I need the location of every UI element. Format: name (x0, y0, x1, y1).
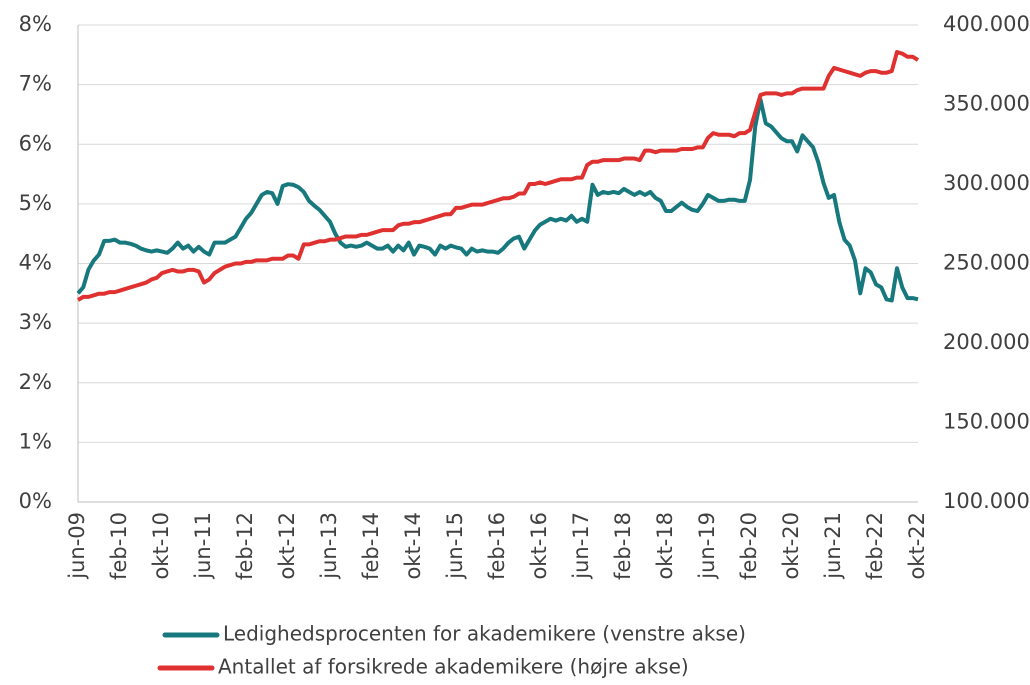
x-tick-label: feb-22 (863, 512, 887, 580)
y-tick-label: 3% (19, 310, 52, 334)
y-tick-label: 2% (19, 370, 52, 394)
y-tick-label: 6% (19, 131, 52, 155)
x-tick-label: okt-10 (149, 512, 173, 580)
x-tick-label: okt-14 (401, 512, 425, 580)
y-tick-label: 1% (19, 429, 52, 453)
y2-tick-label: 350.000 (943, 92, 1030, 116)
x-tick-label: jun-15 (443, 512, 467, 580)
x-tick-label: feb-14 (359, 512, 383, 580)
x-tick-label: okt-22 (905, 512, 929, 580)
legend-label: Antallet af forsikrede akademikere (højr… (218, 655, 689, 679)
x-tick-label: feb-12 (233, 512, 257, 580)
y2-tick-label: 300.000 (943, 171, 1030, 195)
x-tick-label: okt-12 (275, 512, 299, 580)
y2-tick-label: 150.000 (943, 410, 1030, 434)
x-tick-label: okt-16 (527, 512, 551, 580)
y2-tick-label: 250.000 (943, 251, 1030, 275)
y-tick-label: 5% (19, 191, 52, 215)
x-tick-label: feb-10 (107, 512, 131, 580)
x-tick-label: okt-20 (779, 512, 803, 580)
y-tick-label: 7% (19, 72, 52, 96)
x-tick-label: jun-11 (191, 512, 215, 580)
y-tick-label: 0% (19, 489, 52, 513)
x-tick-label: jun-19 (695, 512, 719, 580)
x-tick-label: okt-18 (653, 512, 677, 580)
series-line (76, 97, 919, 303)
y2-tick-label: 400.000 (943, 12, 1030, 36)
legend-label: Ledighedsprocenten for akademikere (vens… (223, 622, 746, 646)
y-tick-label: 8% (19, 12, 52, 36)
y2-tick-label: 100.000 (943, 489, 1030, 513)
x-tick-label: jun-09 (65, 512, 89, 580)
y2-tick-label: 200.000 (943, 330, 1030, 354)
x-tick-label: jun-21 (821, 512, 845, 580)
x-tick-label: jun-17 (569, 512, 593, 580)
x-tick-label: feb-18 (611, 512, 635, 580)
x-tick-label: jun-13 (317, 512, 341, 580)
y-tick-label: 4% (19, 251, 52, 275)
x-tick-label: feb-20 (737, 512, 761, 580)
series-line (76, 50, 920, 302)
x-tick-label: feb-16 (485, 512, 509, 580)
